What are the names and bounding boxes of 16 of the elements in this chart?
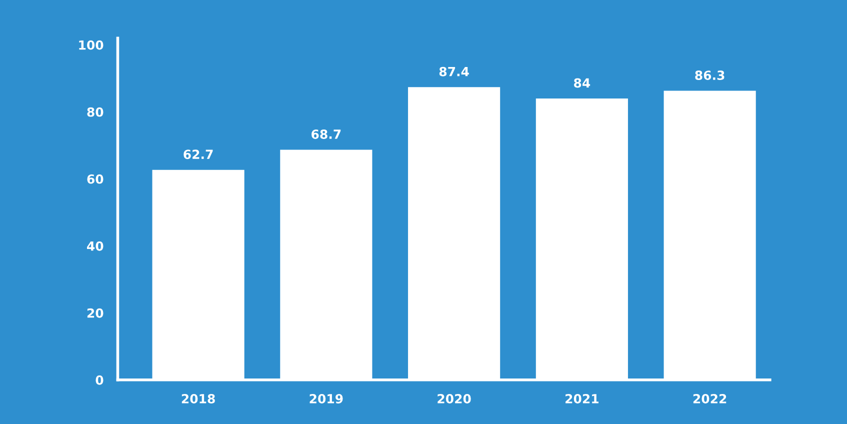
y-tick-label: 60 (87, 174, 104, 184)
y-tick-label: 80 (87, 107, 104, 117)
x-tick-label: 2020 (438, 394, 471, 404)
x-tick-label: 2019 (310, 394, 343, 404)
data-label: 62.7 (184, 150, 213, 160)
data-label: 86.3 (695, 70, 724, 80)
data-label: 84 (574, 78, 590, 88)
data-label: 87.4 (439, 66, 469, 76)
y-tick-label: 0 (96, 375, 104, 385)
x-tick-label: 2018 (182, 394, 215, 404)
y-tick-label: 100 (79, 40, 104, 50)
y-tick-label: 20 (87, 308, 104, 318)
x-tick-label: 2022 (693, 394, 726, 404)
y-tick-label: 40 (87, 241, 104, 251)
data-label: 68.7 (312, 130, 341, 139)
x-tick-label: 2021 (566, 394, 598, 404)
